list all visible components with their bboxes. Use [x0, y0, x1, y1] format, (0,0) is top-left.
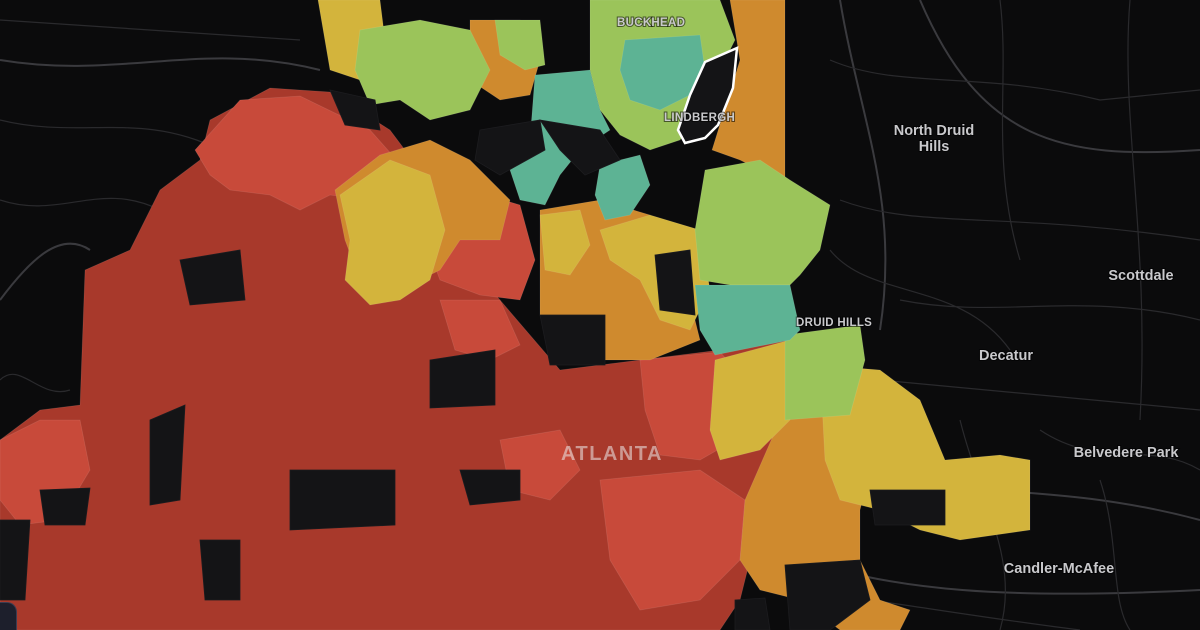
map-corner-control[interactable]: [0, 602, 17, 630]
region-green-druid[interactable]: [784, 324, 866, 421]
label-atlanta: ATLANTA: [561, 443, 663, 465]
choropleth-regions[interactable]: [0, 0, 1031, 630]
label-decatur: Decatur: [979, 348, 1033, 364]
label-candler-mcafee: Candler-McAfee: [1004, 561, 1114, 577]
region-green-east[interactable]: [694, 159, 831, 286]
region-red-6[interactable]: [439, 299, 521, 361]
label-druid-hills: DRUID HILLS: [796, 317, 872, 329]
label-north-druid-hills-2: Hills: [919, 139, 950, 155]
region-teal-north[interactable]: [619, 34, 706, 111]
label-lindbergh: LINDBERGH: [664, 112, 735, 124]
region-teal-east[interactable]: [694, 284, 801, 356]
region-yellow-center-2[interactable]: [539, 209, 591, 276]
region-teal-center[interactable]: [594, 154, 651, 221]
label-belvedere-park: Belvedere Park: [1074, 445, 1180, 461]
region-red-4[interactable]: [599, 469, 746, 611]
selected-region-outline[interactable]: [676, 45, 739, 145]
region-green-northwest[interactable]: [354, 19, 491, 121]
place-labels: BUCKHEAD LINDBERGH North Druid Hills Sco…: [561, 16, 1180, 578]
region-yellow-west[interactable]: [339, 159, 446, 306]
label-buckhead: BUCKHEAD: [617, 17, 685, 29]
region-green-center[interactable]: [494, 19, 546, 71]
label-north-druid-hills-1: North Druid: [894, 123, 975, 139]
label-scottdale: Scottdale: [1108, 268, 1173, 284]
no-data-areas: [0, 89, 946, 630]
